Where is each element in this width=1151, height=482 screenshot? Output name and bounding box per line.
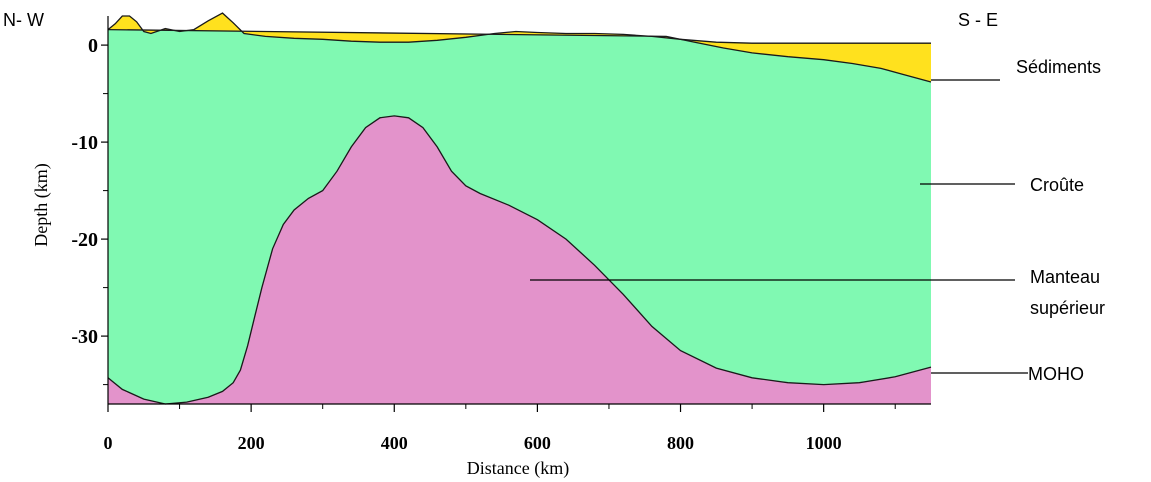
southeast-label: S - E <box>958 10 998 30</box>
x-tick-label: 800 <box>667 433 694 453</box>
northwest-label: N- W <box>3 10 44 30</box>
moho-label: MOHO <box>1028 364 1084 384</box>
y-tick-label: 0 <box>88 35 98 57</box>
x-tick-label: 200 <box>238 433 265 453</box>
x-tick-label: 400 <box>381 433 408 453</box>
sediment-layer <box>108 13 931 83</box>
x-tick-label: 1000 <box>806 433 842 453</box>
x-axis-ticks: 0 200 400 600 800 1000 <box>104 404 896 453</box>
topographic-surface-line <box>107 12 931 44</box>
x-tick-label: 0 <box>104 433 113 453</box>
layer-annotations: Sédiments Croûte Manteau supérieur MOHO <box>530 57 1105 384</box>
mantle-label-line-1: Manteau <box>1030 267 1100 287</box>
x-tick-label: 600 <box>524 433 551 453</box>
sediments-label: Sédiments <box>1016 57 1101 77</box>
axes: 0 200 400 600 800 1000 0 -10 -20 -30 Distance (k… <box>31 16 931 479</box>
moho-boundary-line <box>107 115 932 405</box>
upper-mantle-layer <box>108 115 931 405</box>
y-axis-ticks: 0 -10 -20 -30 <box>71 35 108 386</box>
orientation-labels: N- W S - E <box>3 10 998 30</box>
x-axis-title: Distance (km) <box>467 458 569 479</box>
y-axis-title: Depth (km) <box>31 163 52 246</box>
y-tick-label: -10 <box>71 132 98 154</box>
mantle-label-line-2: supérieur <box>1030 298 1105 318</box>
crust-label: Croûte <box>1030 175 1084 195</box>
y-tick-label: -20 <box>71 229 98 251</box>
plot-area <box>107 12 932 405</box>
sediment-base-line <box>107 28 932 83</box>
y-tick-label: -30 <box>71 326 98 348</box>
